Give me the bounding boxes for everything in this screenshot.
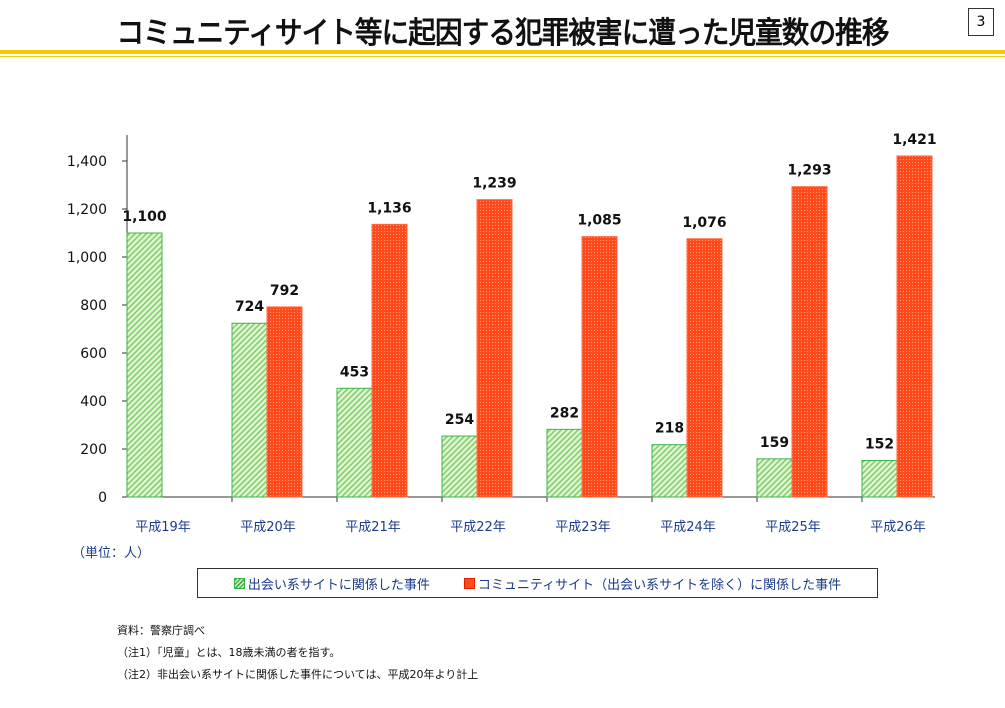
data-label: 1,421 bbox=[892, 132, 936, 148]
bar-community-site bbox=[581, 236, 618, 498]
data-label: 1,136 bbox=[367, 200, 411, 216]
bar-community-site bbox=[266, 306, 303, 498]
data-label: 159 bbox=[760, 435, 789, 451]
bar-community-site bbox=[371, 223, 408, 498]
data-label: 1,085 bbox=[577, 213, 621, 229]
legend-item-dating-site: 出会い系サイトに関係した事件 bbox=[233, 574, 430, 593]
bar-dating-site bbox=[126, 232, 163, 498]
x-tick-label: 平成25年 bbox=[765, 520, 821, 535]
bar-dating-site bbox=[651, 444, 688, 498]
y-tick-label: 0 bbox=[98, 490, 107, 506]
source-note: 資料：警察庁調べ bbox=[117, 624, 205, 637]
y-tick-label: 800 bbox=[80, 298, 107, 314]
bar-community-site bbox=[686, 238, 723, 498]
page-title: コミュニティサイト等に起因する犯罪被害に遭った児童数の推移 bbox=[116, 16, 889, 51]
data-label: 152 bbox=[865, 437, 894, 453]
data-label: 1,076 bbox=[682, 215, 726, 231]
data-label: 1,293 bbox=[787, 163, 831, 179]
bar-community-site bbox=[791, 186, 828, 498]
title-underline bbox=[0, 50, 1005, 54]
bar-dating-site bbox=[231, 322, 268, 498]
data-label: 254 bbox=[445, 412, 474, 428]
title-underline-thin bbox=[0, 56, 1005, 57]
unit-label: （単位：人） bbox=[72, 546, 151, 561]
x-tick-label: 平成20年 bbox=[240, 520, 296, 535]
legend-item-community-site: コミュニティサイト（出会い系サイトを除く）に関係した事件 bbox=[463, 574, 842, 593]
data-label: 724 bbox=[235, 299, 264, 315]
legend-swatch-red bbox=[463, 577, 475, 589]
page-number: 3 bbox=[968, 8, 994, 36]
notes: 資料：警察庁調べ （注1）「児童」とは、18歳未満の者を指す。 （注2）非出会い… bbox=[117, 620, 478, 686]
data-label: 282 bbox=[550, 405, 579, 421]
bar-dating-site bbox=[336, 387, 373, 498]
legend-swatch-green bbox=[233, 577, 245, 589]
bar-community-site bbox=[476, 199, 513, 498]
data-label: 792 bbox=[270, 283, 299, 299]
legend: 出会い系サイトに関係した事件 コミュニティサイト（出会い系サイトを除く）に関係し… bbox=[197, 568, 878, 598]
data-label: 1,100 bbox=[122, 209, 167, 225]
data-label: 453 bbox=[340, 364, 369, 380]
bar-dating-site bbox=[441, 435, 478, 498]
bar-dating-site bbox=[756, 458, 793, 498]
x-tick-label: 平成19年 bbox=[135, 520, 191, 535]
x-tick-label: 平成26年 bbox=[870, 520, 926, 535]
y-tick-label: 1,200 bbox=[67, 202, 107, 218]
legend-label: コミュニティサイト（出会い系サイトを除く）に関係した事件 bbox=[477, 577, 842, 593]
data-label: 1,239 bbox=[472, 176, 516, 192]
x-tick-label: 平成21年 bbox=[345, 520, 401, 535]
x-tick-label: 平成22年 bbox=[450, 520, 506, 535]
note-1: （注1）「児童」とは、18歳未満の者を指す。 bbox=[117, 646, 341, 659]
y-tick-label: 1,400 bbox=[67, 154, 107, 170]
y-tick-label: 200 bbox=[80, 442, 107, 458]
bar-community-site bbox=[896, 155, 933, 498]
data-label: 218 bbox=[655, 421, 684, 437]
y-tick-label: 600 bbox=[80, 346, 107, 362]
y-tick-label: 1,000 bbox=[67, 250, 107, 266]
x-tick-label: 平成24年 bbox=[660, 520, 716, 535]
legend-label: 出会い系サイトに関係した事件 bbox=[247, 577, 430, 593]
note-2: （注2）非出会い系サイトに関係した事件については、平成20年より計上 bbox=[117, 668, 479, 681]
y-tick-label: 400 bbox=[80, 394, 107, 410]
bar-dating-site bbox=[546, 428, 583, 498]
bar-dating-site bbox=[861, 460, 898, 498]
x-tick-label: 平成23年 bbox=[555, 520, 611, 535]
